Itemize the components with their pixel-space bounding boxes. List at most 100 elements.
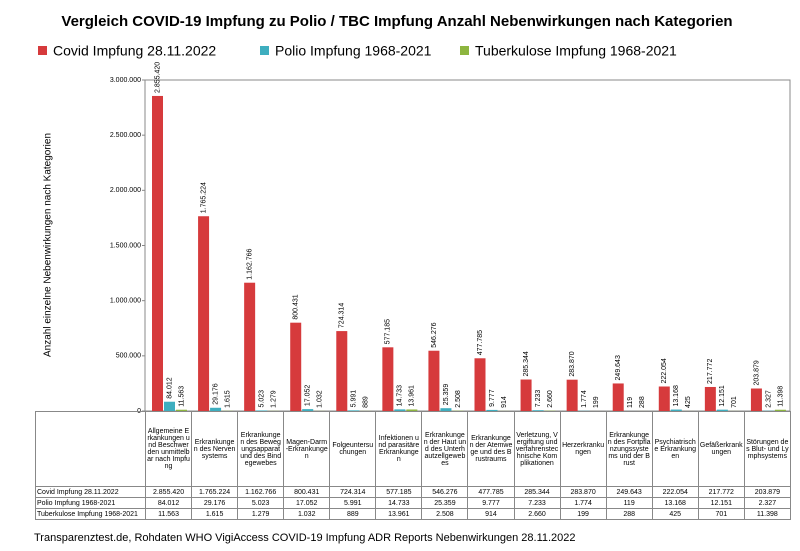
value-label: 1.774 <box>581 390 588 408</box>
bar <box>290 322 302 411</box>
table-cell: 800.431 <box>283 486 331 498</box>
table-cell: 119 <box>605 497 653 509</box>
legend-label: Polio Impfung 1968-2021 <box>275 43 432 59</box>
value-label: 249.643 <box>615 355 622 380</box>
value-label: 84.012 <box>166 377 173 399</box>
bar <box>152 95 163 411</box>
table-cell: 1.162.766 <box>237 486 285 498</box>
value-label: 577.185 <box>385 319 392 344</box>
table-cell: 1.615 <box>191 508 239 520</box>
value-label: 283.870 <box>569 351 576 376</box>
bar <box>336 331 348 411</box>
value-label: 800.431 <box>293 294 300 319</box>
table-cell: 29.176 <box>191 497 239 509</box>
value-label: 203.879 <box>753 360 760 385</box>
x-tick-label: Herzerkrankungen <box>559 411 607 487</box>
value-label: 14.733 <box>397 385 404 407</box>
table-cell: 2.855.420 <box>144 486 193 498</box>
value-label: 9.777 <box>489 389 496 407</box>
table-cell: 425 <box>651 508 699 520</box>
table-cell: 84.012 <box>144 497 193 509</box>
table-cell: 1.279 <box>237 508 285 520</box>
bar <box>716 409 728 411</box>
y-tick-label: 2.000.000 <box>110 187 141 194</box>
plot-frame <box>144 79 791 412</box>
table-cell: 546.276 <box>421 486 469 498</box>
value-label: 5.991 <box>351 390 358 408</box>
footnote: Transparenztest.de, Rohdaten WHO VigiAcc… <box>34 532 576 544</box>
table-cell: 577.185 <box>375 486 423 498</box>
value-label: 7.233 <box>535 390 542 408</box>
value-label: 12.151 <box>719 385 726 407</box>
y-tick-label: 1.000.000 <box>110 298 141 305</box>
table-corner <box>35 411 146 487</box>
value-label: 288 <box>639 396 646 408</box>
value-label: 11.563 <box>178 386 185 407</box>
table-cell: 17.052 <box>283 497 331 509</box>
bar <box>670 409 682 411</box>
table-cell: 217.772 <box>697 486 745 498</box>
value-label: 1.765.224 <box>200 182 207 213</box>
x-tick-label: Erkrankungen des Nervensystems <box>191 411 239 487</box>
value-label: 2.855.420 <box>154 62 161 93</box>
x-tick-label: Erkrankungen des Bewegungsapparat und de… <box>237 411 285 487</box>
value-label: 701 <box>731 396 738 408</box>
y-tick-label: 1.500.000 <box>110 242 141 249</box>
table-cell: 1.032 <box>283 508 331 520</box>
value-label: 1.162.766 <box>246 248 253 279</box>
legend-swatch <box>460 46 469 55</box>
bar <box>382 347 394 411</box>
bar <box>704 386 716 411</box>
value-label: 425 <box>685 396 692 408</box>
bar <box>474 358 486 411</box>
value-label: 13.961 <box>409 385 416 407</box>
row-label: Polio Impfung 1968-2021 <box>35 497 146 509</box>
value-label: 17.052 <box>305 385 312 407</box>
bar <box>520 379 532 411</box>
x-tick-label: Allgemeine Erkankungen und Beschwerden u… <box>144 411 193 487</box>
row-label: Tuberkulose Impfung 1968-2021 <box>35 508 146 520</box>
y-axis-label: Anzahl einzelne Nebenwirkungen nach Kate… <box>43 133 54 357</box>
value-label: 546.276 <box>431 322 438 347</box>
bar <box>750 388 762 411</box>
x-tick-label: Infektionen und parasitäre Erkrankungen <box>375 411 423 487</box>
bar <box>532 410 544 411</box>
value-label: 1.615 <box>224 390 231 408</box>
value-label: 119 <box>627 397 634 408</box>
bar <box>658 386 670 411</box>
table-cell: 701 <box>697 508 745 520</box>
value-label: 914 <box>501 396 508 408</box>
bar <box>406 409 418 411</box>
x-tick-label: Gefäßerkrankungen <box>697 411 745 487</box>
table-cell: 288 <box>605 508 653 520</box>
table-cell: 1.774 <box>559 497 607 509</box>
category-row: Allgemeine Erkankungen und Beschwerden u… <box>35 411 791 487</box>
bar <box>244 282 256 411</box>
value-label: 1.279 <box>270 390 277 408</box>
x-tick-label: Folgeuntersuchungen <box>329 411 377 487</box>
y-tick-label: 500.000 <box>116 353 141 360</box>
x-tick-label: Verletzung, Vergiftung und verfahrenstec… <box>513 411 561 487</box>
table-row: Polio Impfung 1968-2021 84.012 29.176 5.023… <box>35 497 791 509</box>
table-cell: 249.643 <box>605 486 653 498</box>
bar <box>440 408 452 411</box>
bar <box>198 216 210 411</box>
x-tick-label: Erkrankungen der Haut und des Unterhautz… <box>421 411 469 487</box>
table-cell: 914 <box>467 508 515 520</box>
value-label: 11.398 <box>777 386 784 407</box>
table-cell: 203.879 <box>743 486 791 498</box>
legend-swatch <box>260 46 269 55</box>
value-label: 199 <box>593 396 600 408</box>
x-tick-label: Störungen des Blut- und Lymphsystems <box>743 411 791 487</box>
table-cell: 283.870 <box>559 486 607 498</box>
table-cell: 5.023 <box>237 497 285 509</box>
value-label: 13.168 <box>673 385 680 407</box>
value-label: 285.344 <box>523 351 530 376</box>
table-cell: 11.563 <box>144 508 193 520</box>
table-cell: 13.168 <box>651 497 699 509</box>
row-label: Covid Impfung 28.11.2022 <box>35 486 146 498</box>
table-cell: 724.314 <box>329 486 377 498</box>
table-row: Covid Impfung 28.11.2022 2.855.420 1.765.2… <box>35 486 791 498</box>
